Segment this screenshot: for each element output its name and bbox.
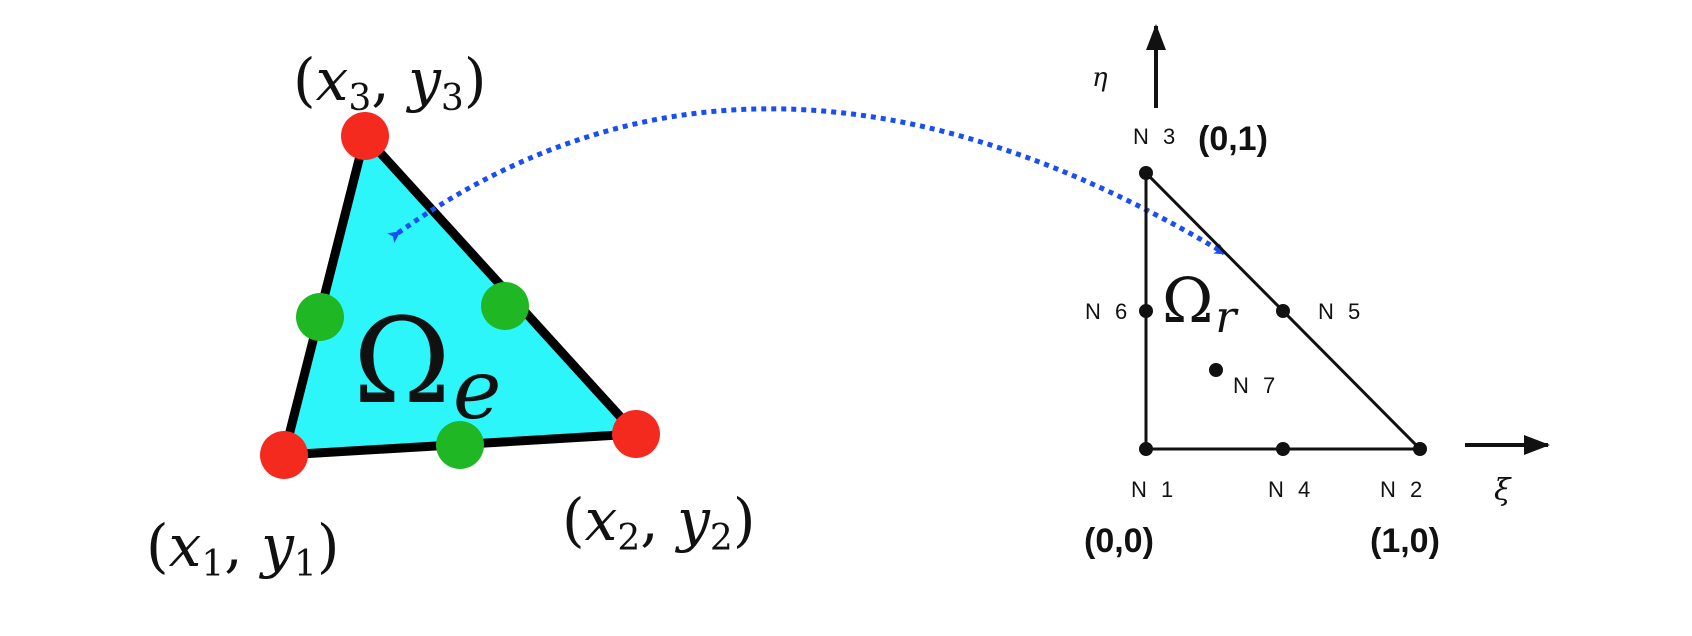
reference-region-label: Ωr xyxy=(1162,264,1239,343)
ref-node-4 xyxy=(1276,442,1290,456)
ref-node-7 xyxy=(1209,363,1223,377)
ref-node-label-2: N 2 xyxy=(1380,477,1426,502)
vertex-label-1: (x1, y1) xyxy=(146,512,339,585)
ref-coord-eta-end: (0,1) xyxy=(1198,120,1268,158)
vertex-node-2 xyxy=(612,410,660,458)
vertex-node-1 xyxy=(260,431,308,479)
ref-node-label-7: N 7 xyxy=(1233,373,1279,398)
midside-node-31 xyxy=(296,293,344,341)
ref-node-label-1: N 1 xyxy=(1131,477,1177,502)
ref-node-label-3: N 3 xyxy=(1133,124,1179,149)
ref-node-label-6: N 6 xyxy=(1085,299,1131,324)
ref-node-6 xyxy=(1139,304,1153,318)
vertex-label-3: (x3, y3) xyxy=(293,46,486,119)
midside-node-23 xyxy=(481,282,529,330)
ref-node-2 xyxy=(1413,442,1427,456)
vertex-label-2: (x2, y2) xyxy=(562,486,755,559)
eta-axis-label: η xyxy=(1092,63,1108,93)
ref-node-5 xyxy=(1276,304,1290,318)
ref-node-3 xyxy=(1139,166,1153,180)
physical-region-label: Ωe xyxy=(353,292,501,438)
ref-node-label-4: N 4 xyxy=(1268,477,1314,502)
xi-axis-label: ξ xyxy=(1494,473,1512,508)
reference-element: η ξ N 1 N 2 N 3 N 4 N 5 N 6 N 7 Ωr (0,0)… xyxy=(1084,24,1550,560)
vertex-node-3 xyxy=(341,112,389,160)
ref-coord-xi-end: (1,0) xyxy=(1370,522,1440,560)
ref-node-1 xyxy=(1139,442,1153,456)
midside-node-12 xyxy=(436,421,484,469)
ref-coord-origin: (0,0) xyxy=(1084,522,1154,560)
mapping-arrow xyxy=(387,106,1227,256)
physical-element: Ωe (x3, y3) (x1, y1) (x2, y2) xyxy=(146,46,755,585)
ref-node-label-5: N 5 xyxy=(1318,299,1364,324)
